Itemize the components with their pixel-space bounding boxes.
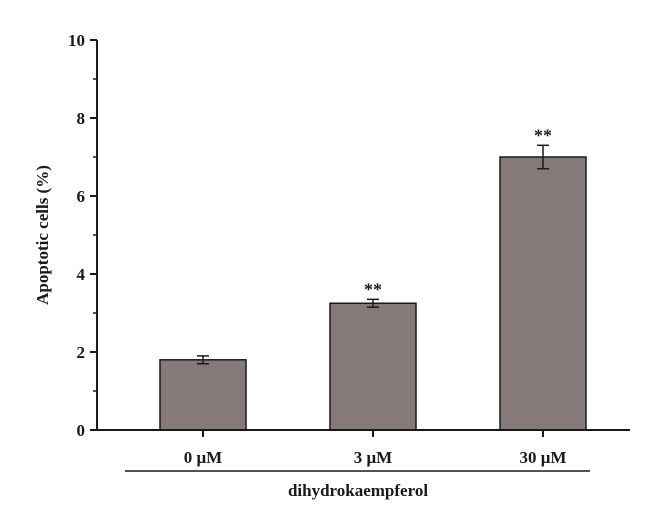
significance-marker: ** <box>364 279 382 299</box>
y-axis-title: Apoptotic cells (%) <box>33 165 52 305</box>
error-bars-layer <box>197 144 549 365</box>
bar <box>329 302 417 431</box>
bar <box>499 156 587 431</box>
x-category-label: 0 μM <box>184 448 222 467</box>
y-tick-label: 8 <box>77 109 86 128</box>
y-tick-label: 0 <box>77 421 86 440</box>
significance-layer: ** ** <box>364 125 552 299</box>
bar <box>159 359 247 431</box>
x-category-labels: 0 μM 3 μM 30 μM <box>184 430 567 467</box>
significance-marker: ** <box>534 125 552 145</box>
y-ticks: 0 2 4 6 8 10 <box>68 31 97 440</box>
y-tick-label: 6 <box>77 187 86 206</box>
y-tick-label: 2 <box>77 343 86 362</box>
group-label: dihydrokaempferol <box>288 481 428 500</box>
x-category-label: 30 μM <box>520 448 567 467</box>
y-tick-label: 4 <box>77 265 86 284</box>
x-category-label: 3 μM <box>354 448 392 467</box>
y-tick-label: 10 <box>68 31 85 50</box>
